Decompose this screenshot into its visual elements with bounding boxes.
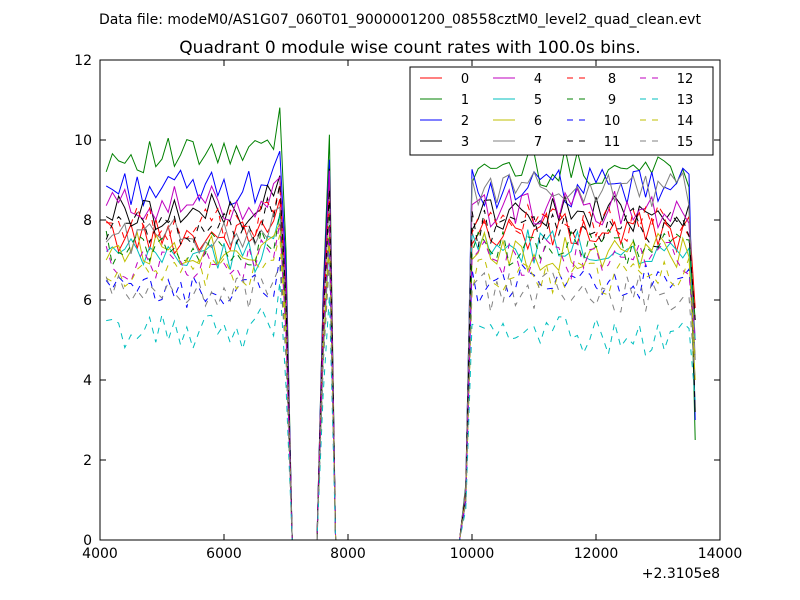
legend-label-13: 13	[677, 93, 694, 108]
series-line-12	[105, 223, 696, 541]
legend-label-5: 5	[534, 93, 542, 108]
figure-suptitle: Data file: modeM0/AS1G07_060T01_90000012…	[99, 12, 701, 28]
legend-label-0: 0	[461, 72, 469, 87]
legend-frame	[409, 66, 714, 156]
legend-label-4: 4	[534, 72, 542, 87]
y-tick-label: 0	[83, 533, 92, 549]
x-tick-label: 6000	[206, 546, 242, 562]
legend-label-12: 12	[677, 72, 694, 87]
legend-label-1: 1	[461, 93, 469, 108]
legend-label-10: 10	[604, 114, 621, 129]
y-tick-label: 12	[74, 53, 92, 69]
x-axis-offset-label: +2.3105e8	[642, 566, 720, 582]
legend-label-8: 8	[608, 72, 616, 87]
legend-label-2: 2	[461, 114, 469, 129]
y-tick-label: 4	[83, 373, 92, 389]
legend-label-11: 11	[604, 135, 621, 150]
x-tick-label: 12000	[574, 546, 619, 562]
legend-label-14: 14	[677, 114, 694, 129]
x-tick-label: 4000	[82, 546, 118, 562]
y-tick-label: 10	[74, 133, 92, 149]
x-tick-label: 14000	[698, 546, 743, 562]
series-line-14	[105, 234, 696, 541]
legend-label-15: 15	[677, 135, 694, 150]
y-tick-label: 6	[83, 293, 92, 309]
x-tick-label: 10000	[450, 546, 495, 562]
chart-title: Quadrant 0 module wise count rates with …	[179, 38, 640, 58]
y-tick-label: 8	[83, 213, 92, 229]
series-line-10	[105, 241, 696, 541]
legend-label-3: 3	[461, 135, 469, 150]
legend-label-6: 6	[534, 114, 542, 129]
x-tick-label: 8000	[330, 546, 366, 562]
legend-label-7: 7	[534, 135, 542, 150]
legend-label-9: 9	[608, 93, 616, 108]
y-tick-label: 2	[83, 453, 92, 469]
